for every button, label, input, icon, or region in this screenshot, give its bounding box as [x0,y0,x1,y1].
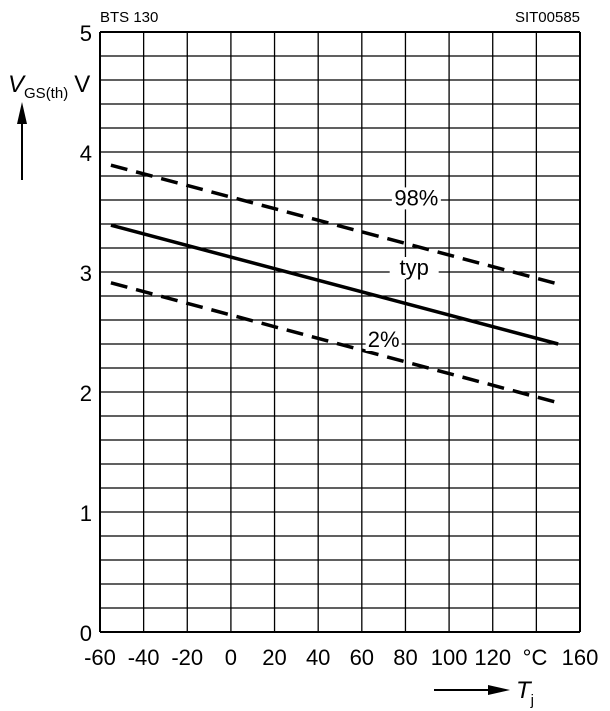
y-tick-label: 4 [80,141,92,166]
x-tick-label: 120 [474,645,511,670]
x-tick-labels: -60 -40 -20 0 20 40 60 80 100 120 160 [84,645,598,670]
x-tick-label: 20 [262,645,286,670]
x-tick-label: 0 [225,645,237,670]
header-right: SIT00585 [515,9,580,26]
x-tick-label: -60 [84,645,116,670]
x-axis-symbol: T [516,677,533,704]
x-tick-label: -20 [171,645,203,670]
x-unit-label: °C [523,645,548,670]
x-tick-label: 60 [350,645,374,670]
series-label: typ [400,255,429,280]
y-tick-label: 3 [80,261,92,286]
x-tick-label: 40 [306,645,330,670]
y-tick-label: 0 [80,621,92,646]
x-axis-label: Tj [516,677,534,709]
series-labels: 98% typ 2% [365,185,441,352]
series-line-typ [110,223,559,346]
series-line-2pct [110,281,559,405]
y-axis-unit: V [74,71,90,98]
y-axis-label: VGS(th) V [8,71,90,102]
y-tick-labels: 0 1 2 3 4 5 [80,21,92,646]
x-tick-label: -40 [128,645,160,670]
x-tick-label: 100 [431,645,468,670]
y-tick-label: 1 [80,501,92,526]
series-label-bg [389,257,439,279]
x-axis-subscript: j [530,692,534,709]
y-axis-arrow-icon [17,102,27,180]
x-tick-label: 80 [393,645,417,670]
series-label-bg [365,329,402,351]
x-tick-label: 160 [562,645,599,670]
series-label: 98% [394,185,438,210]
x-axis-arrow-icon [434,685,510,695]
y-axis-symbol: V [8,71,26,98]
series-lines [110,163,559,405]
series-label: 2% [368,327,400,352]
series-label-bg [391,187,441,210]
y-axis-subscript: GS(th) [24,85,68,102]
header-left: BTS 130 [100,9,158,26]
y-tick-label: 2 [80,381,92,406]
y-tick-label: 5 [80,21,92,46]
